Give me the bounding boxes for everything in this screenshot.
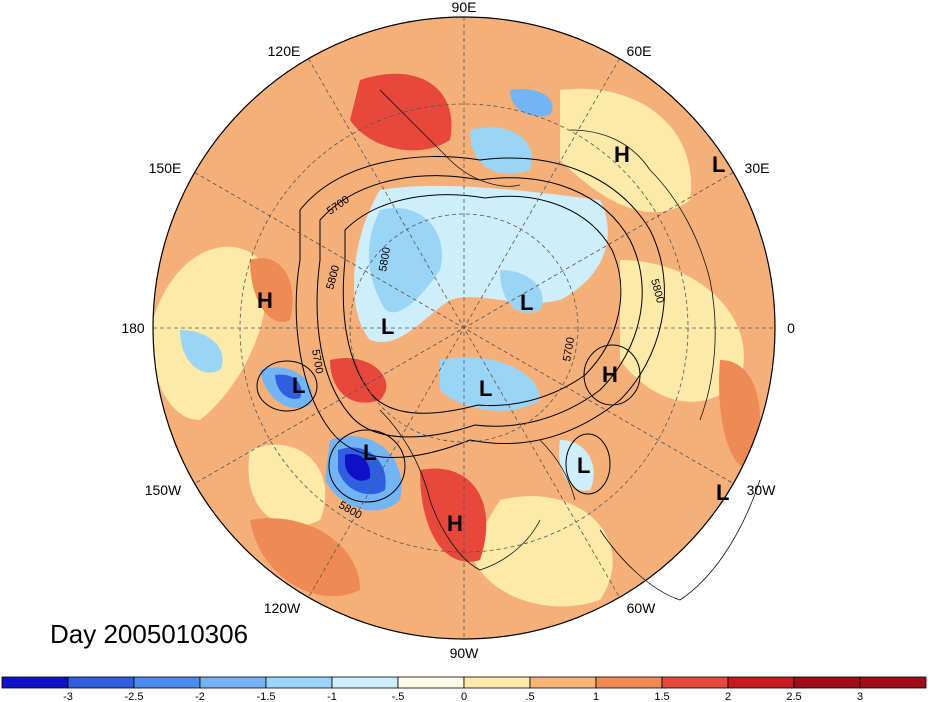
anomaly-shading [153, 73, 760, 607]
lon-label: 180 [121, 320, 145, 336]
colorbar-box [133, 676, 201, 689]
colorbar-box [793, 676, 861, 689]
lon-label: 60E [627, 43, 652, 59]
colorbar-tick-label: .5 [525, 691, 534, 702]
low-pressure-label: L [520, 290, 533, 315]
colorbar-box [67, 676, 135, 689]
low-pressure-label: L [363, 440, 376, 465]
colorbar: -3 -2.5 -2 -1.5 -1 -.5 0 .5 1 1.5 2 2.5 3 [1, 676, 927, 702]
contour-label: 5700 [309, 348, 325, 374]
low-pressure-label: L [292, 373, 305, 398]
colorbar-tick-label: -3 [63, 691, 73, 702]
lon-label: 90E [452, 0, 477, 15]
low-pressure-label: L [716, 480, 729, 505]
colorbar-tick-label: 2.5 [786, 691, 801, 702]
colorbar-box [661, 676, 729, 689]
colorbar-box [331, 676, 399, 689]
colorbar-tick-label: 1 [593, 691, 599, 702]
longitude-labels: 90E 60E 30E 0 30W 60W 90W 120W 150W 180 … [121, 0, 795, 661]
lon-label: 30E [745, 160, 770, 176]
colorbar-box [199, 676, 267, 689]
colorbar-box [265, 676, 333, 689]
colorbar-tick-label: 1.5 [654, 691, 669, 702]
colorbar-tick-label: -1 [327, 691, 337, 702]
contour-label: 5800 [377, 246, 393, 272]
colorbar-tick-label: 0 [461, 691, 467, 702]
low-pressure-label: L [381, 314, 394, 339]
lon-label: 30W [747, 482, 777, 498]
colorbar-box [727, 676, 795, 689]
colorbar-box [397, 676, 465, 689]
high-pressure-label: H [257, 288, 273, 313]
date-title: Day 2005010306 [50, 619, 249, 649]
colorbar-box [859, 676, 927, 689]
high-pressure-label: H [602, 362, 618, 387]
lon-label: 60W [627, 600, 657, 616]
high-pressure-label: H [614, 142, 630, 167]
colorbar-box [529, 676, 597, 689]
low-pressure-label: L [712, 152, 725, 177]
colorbar-box [1, 676, 69, 689]
pressure-centers: H L H L L H L L L H L L [257, 142, 729, 536]
contour-label: 5700 [561, 336, 577, 362]
lon-label: 120W [264, 600, 301, 616]
lon-label: 150E [149, 160, 182, 176]
lon-label: 120E [268, 43, 301, 59]
low-pressure-label: L [479, 376, 492, 401]
low-pressure-label: L [577, 453, 590, 478]
colorbar-box [595, 676, 663, 689]
colorbar-tick-label: 3 [857, 691, 863, 702]
colorbar-tick-label: -2.5 [125, 691, 144, 702]
colorbar-box [463, 676, 531, 689]
high-pressure-label: H [447, 511, 463, 536]
lon-label: 90W [450, 645, 480, 661]
colorbar-tick-label: 2 [725, 691, 731, 702]
lon-label: 150W [145, 482, 182, 498]
coastlines [379, 89, 761, 601]
map-border [152, 16, 776, 640]
lon-label: 0 [787, 320, 795, 336]
graticule [153, 17, 775, 639]
colorbar-tick-label: -.5 [392, 691, 405, 702]
colorbar-tick-label: -1.5 [257, 691, 276, 702]
colorbar-tick-label: -2 [195, 691, 205, 702]
polar-map: 90E 60E 30E 0 30W 60W 90W 120W 150W 180 … [121, 0, 795, 661]
